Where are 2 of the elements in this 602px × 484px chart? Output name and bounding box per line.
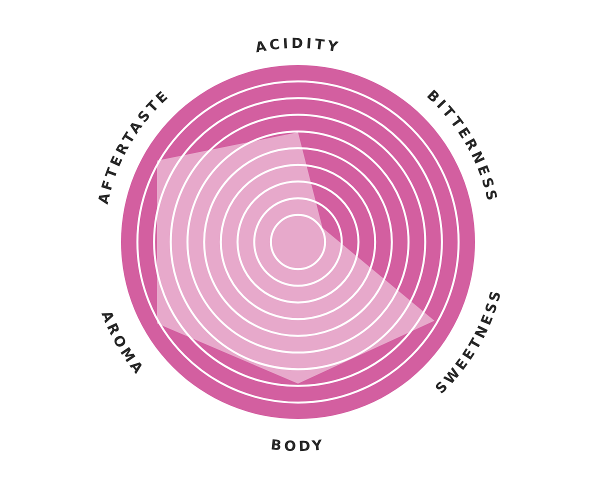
spoke-label: ACIDITY [254, 36, 342, 56]
spoke-label: BODY [270, 437, 326, 456]
